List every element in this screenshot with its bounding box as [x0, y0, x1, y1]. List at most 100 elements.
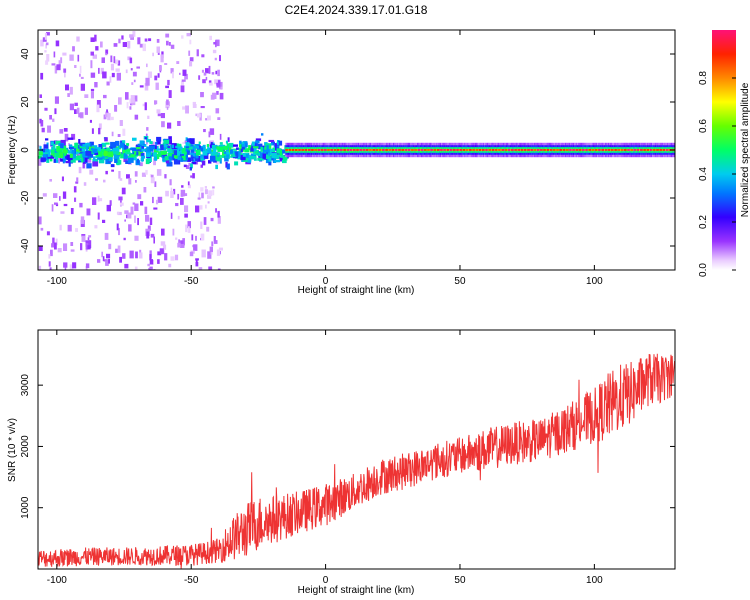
- heatmap-cell-1039: [105, 158, 109, 162]
- heatmap-cell-262: [216, 91, 219, 95]
- heatmap-cell-509: [150, 177, 155, 184]
- heatmap-cell-89: [123, 237, 126, 241]
- heatmap-cell-313: [122, 128, 126, 136]
- heatmap-cell-301: [100, 41, 103, 48]
- heatmap-cell-2499: [656, 149, 659, 151]
- heatmap-cell-1061: [239, 142, 244, 145]
- heatmap-cell-278: [177, 121, 181, 126]
- heatmap-cell-2416: [388, 149, 392, 151]
- heatmap-cell-447: [132, 202, 136, 205]
- heatmap-cell-969: [138, 150, 144, 154]
- heatmap-cell-943: [65, 150, 71, 154]
- heatmap-cell-356: [145, 169, 148, 175]
- heatmap-cell-1171: [186, 150, 190, 155]
- heatmap-cell-240: [149, 254, 152, 261]
- heatmap-cell-354: [94, 225, 98, 229]
- heatmap-cell-340: [88, 240, 92, 248]
- heatmap-cell-250: [64, 266, 67, 270]
- heatmap-cell-975: [203, 153, 209, 159]
- heatmap-cell-366: [184, 140, 188, 144]
- heatmap-cell-1623: [419, 148, 422, 152]
- heatmap-cell-2491: [630, 149, 633, 151]
- heatmap-cell-664: [245, 156, 252, 162]
- heatmap-cell-44: [69, 54, 74, 61]
- heatmap-cell-514: [80, 83, 85, 91]
- heatmap-cell-106: [71, 133, 76, 140]
- heatmap-cell-90: [64, 70, 66, 78]
- heatmap-cell-658: [125, 145, 129, 152]
- heatmap-cell-2392: [311, 149, 314, 151]
- heatmap-x-tick-label: -100: [47, 276, 67, 287]
- heatmap-cell-195: [148, 267, 153, 270]
- heatmap-cell-253: [134, 171, 138, 177]
- heatmap-cell-674: [150, 152, 155, 157]
- heatmap-cell-494: [177, 242, 181, 248]
- heatmap-cell-1161: [136, 158, 140, 164]
- heatmap-cell-312: [144, 206, 148, 215]
- snr-y-tick-label: 2000: [20, 435, 31, 458]
- heatmap-cell-851: [156, 136, 162, 142]
- heatmap-cell-1959: [532, 148, 534, 152]
- heatmap-cell-692: [194, 156, 199, 162]
- heatmap-cell-2295: [645, 148, 647, 152]
- heatmap-cell-980: [110, 164, 115, 168]
- heatmap-cell-2494: [640, 149, 643, 151]
- heatmap-cell-7: [130, 36, 134, 40]
- heatmap-cell-334: [45, 60, 49, 65]
- heatmap-cell-29: [137, 37, 141, 45]
- heatmap-cell-1013: [38, 155, 42, 159]
- heatmap-cell-1287: [306, 148, 309, 152]
- heatmap-cell-383: [156, 199, 159, 205]
- heatmap-cell-1141: [233, 144, 238, 147]
- heatmap-cell-1168: [252, 146, 259, 149]
- heatmap-cell-32: [55, 238, 58, 246]
- heatmap-cell-160: [205, 204, 207, 209]
- heatmap-cell-228: [187, 184, 191, 189]
- heatmap-cell-1210: [69, 153, 73, 158]
- heatmap-cell-1931: [523, 148, 525, 152]
- heatmap-cell-2454: [511, 149, 514, 151]
- heatmap-cell-1176: [107, 151, 113, 158]
- heatmap-cell-1111: [68, 147, 74, 150]
- heatmap-cell-105: [42, 193, 47, 197]
- heatmap-cell-2407: [359, 149, 363, 151]
- heatmap-cell-171: [41, 127, 45, 133]
- heatmap-cell-111: [220, 86, 223, 90]
- heatmap-cell-399: [99, 198, 103, 202]
- heatmap-cell-2460: [530, 149, 533, 151]
- heatmap-cell-1132: [149, 145, 156, 150]
- heatmap-cell-92: [78, 166, 82, 174]
- heatmap-cell-1045: [81, 157, 84, 163]
- heatmap-cell-1166: [60, 143, 64, 149]
- heatmap-cell-2412: [375, 149, 379, 151]
- heatmap-cell-462: [149, 259, 153, 265]
- heatmap-cell-516: [195, 235, 197, 241]
- heatmap-cell-962: [173, 152, 179, 159]
- heatmap-cell-2422: [407, 149, 411, 151]
- heatmap-cell-274: [170, 212, 173, 219]
- heatmap-cell-673: [68, 161, 71, 167]
- heatmap-cell-214: [80, 216, 85, 224]
- heatmap-cell-393: [167, 122, 172, 129]
- heatmap-cell-2007: [548, 148, 551, 152]
- heatmap-cell-1083: [63, 158, 66, 163]
- heatmap-cell-846: [189, 144, 194, 147]
- heatmap-cell-1041: [96, 147, 102, 153]
- heatmap-cell-832: [101, 156, 105, 160]
- heatmap-cell-234: [97, 259, 101, 263]
- heatmap-cell-760: [71, 153, 76, 160]
- heatmap-cell-59: [74, 109, 77, 114]
- heatmap-cell-1086: [139, 149, 143, 152]
- heatmap-cell-420: [110, 63, 114, 71]
- heatmap-cell-1671: [435, 148, 438, 152]
- heatmap-cell-738: [46, 159, 50, 163]
- heatmap-cell-480: [188, 162, 191, 167]
- heatmap-cell-1076: [76, 149, 82, 152]
- heatmap-cell-2421: [404, 149, 408, 151]
- heatmap-cell-617: [85, 153, 90, 159]
- heatmap-cell-99: [182, 141, 187, 144]
- heatmap-cell-885: [53, 158, 56, 163]
- heatmap-cell-310: [58, 60, 61, 67]
- heatmap-cell-328: [157, 259, 160, 264]
